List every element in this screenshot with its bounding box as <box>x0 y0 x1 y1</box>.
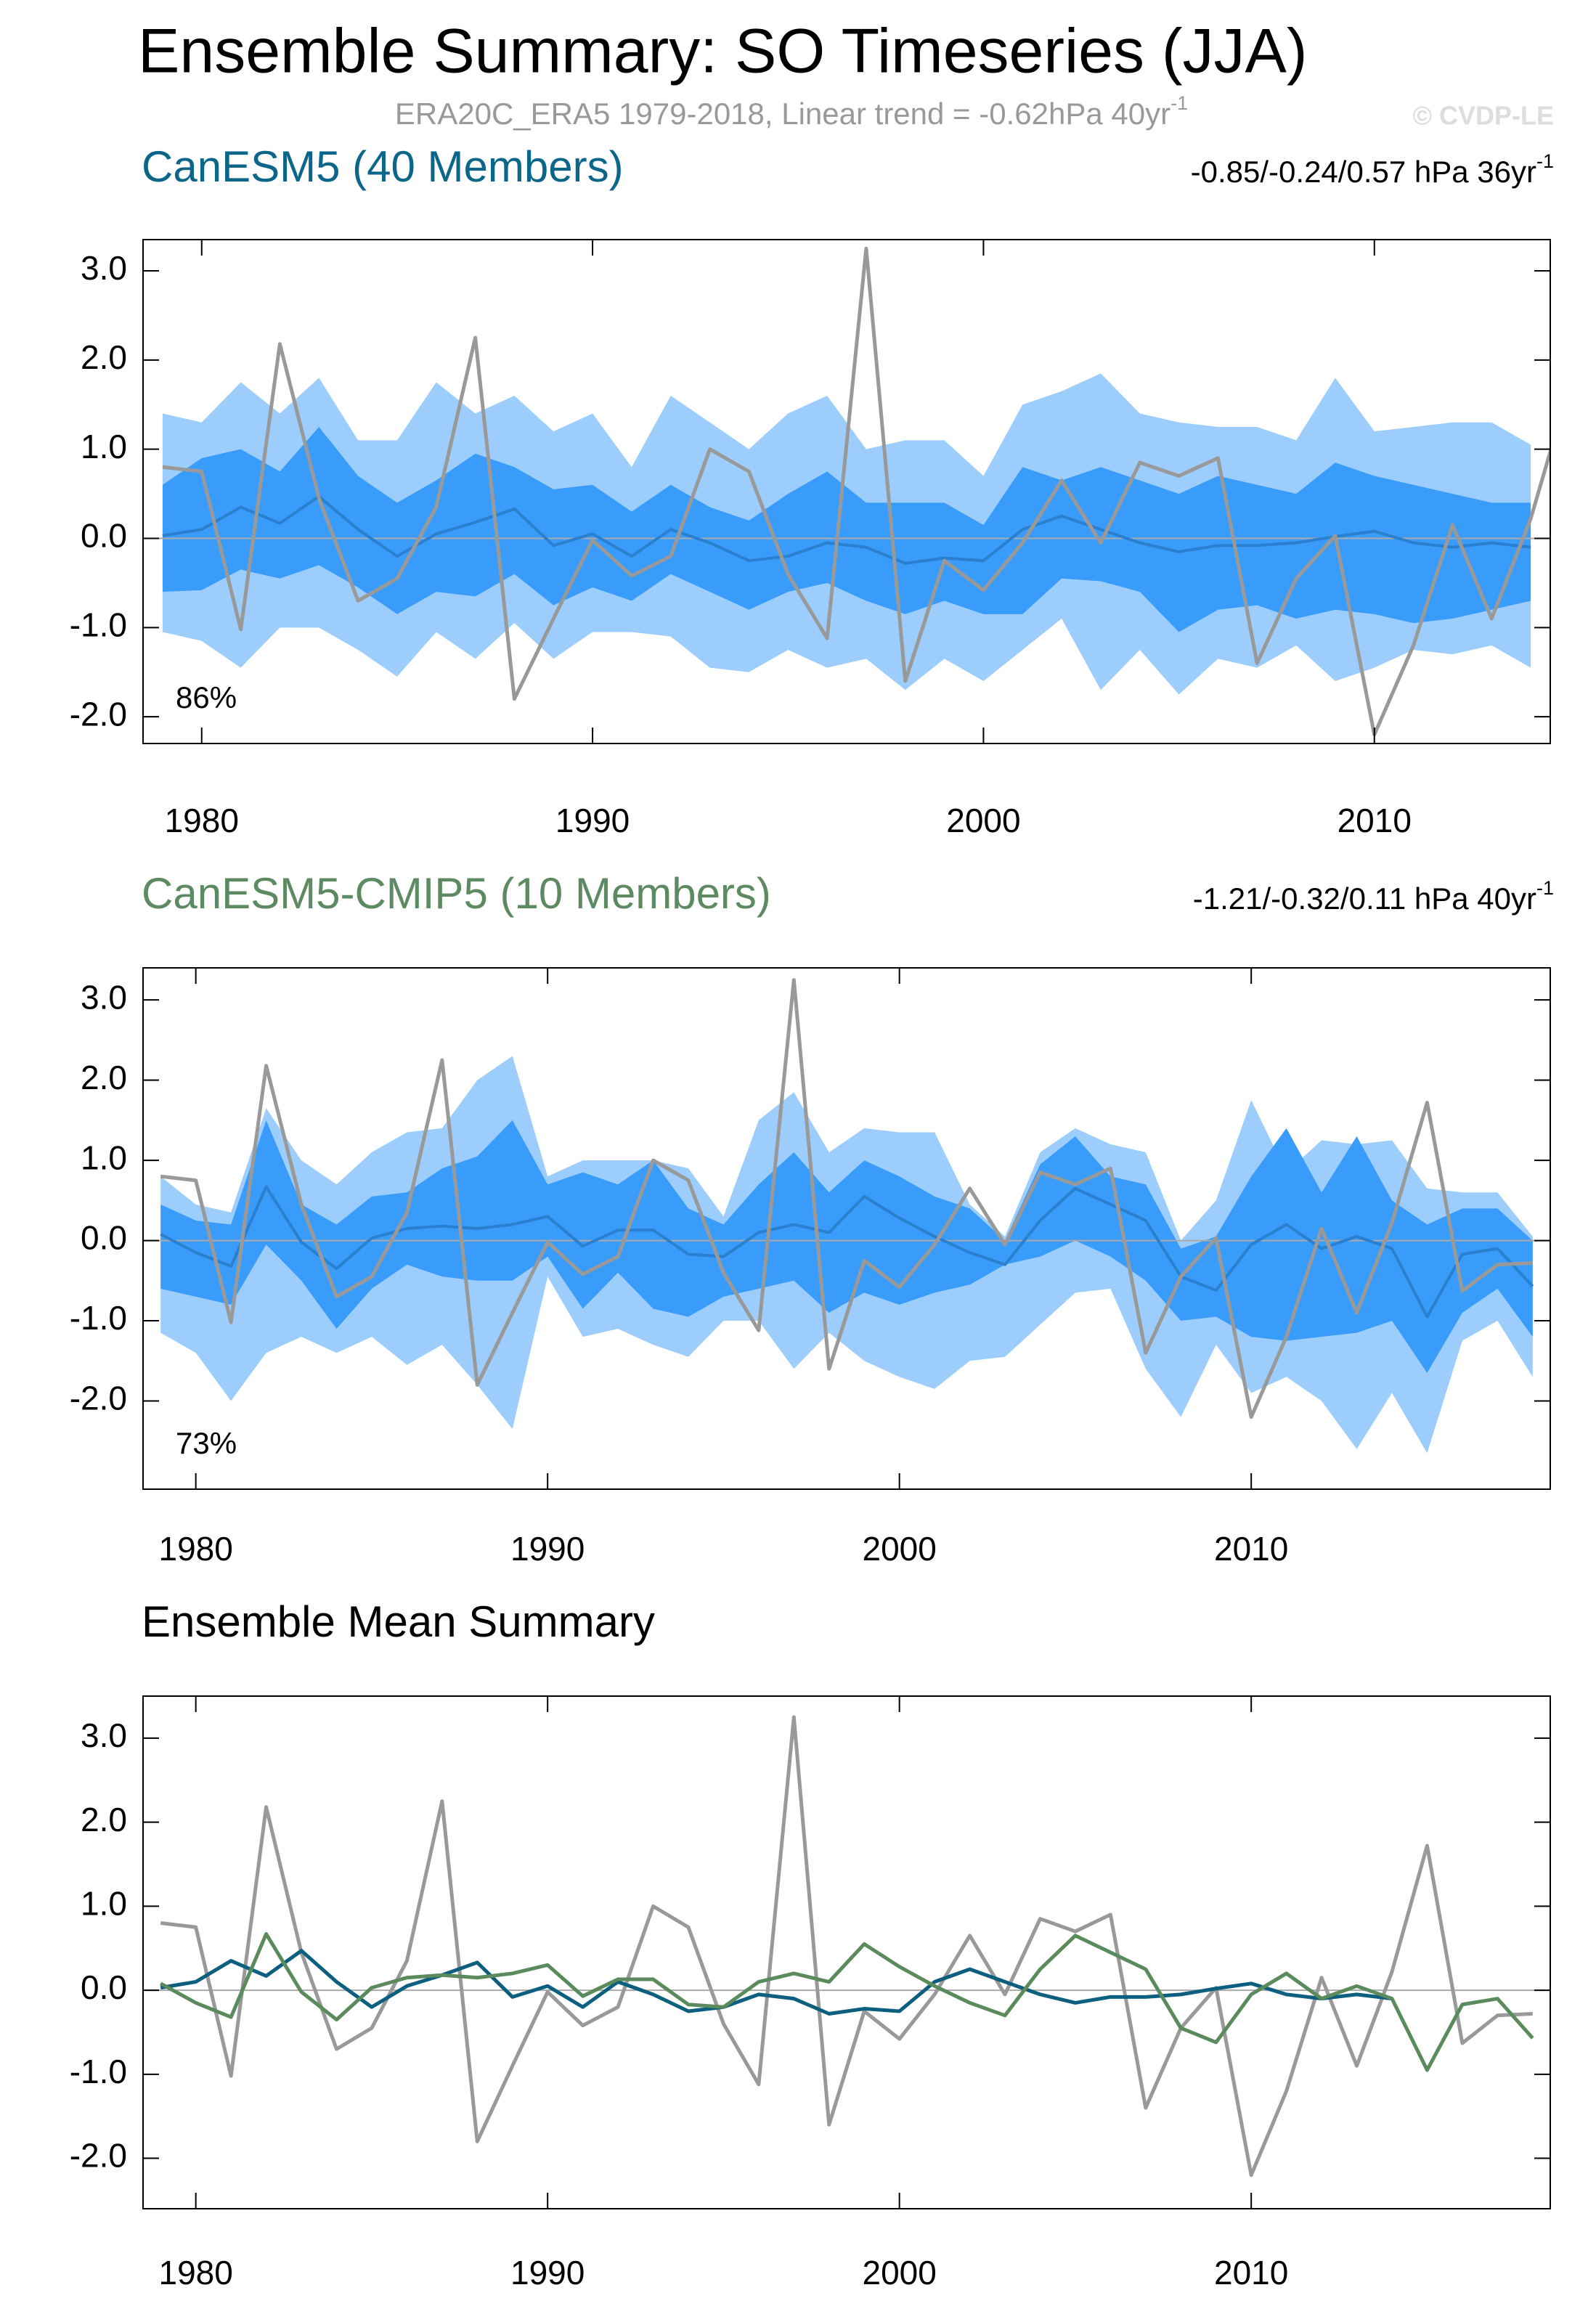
y-tick-label: 0.0 <box>81 1219 127 1257</box>
y-tick-label: 0.0 <box>81 517 127 555</box>
plot-frame <box>142 1695 1551 2209</box>
y-tick-label: 2.0 <box>81 1801 127 1838</box>
x-tick-label: 2000 <box>863 2254 937 2291</box>
credit: © CVDP-LE <box>1412 101 1554 131</box>
spread-band <box>160 1120 1533 1373</box>
y-tick-label: 3.0 <box>81 1716 127 1754</box>
trend-superscript: -1 <box>1536 150 1554 172</box>
series-line <box>160 1715 1533 2177</box>
panel-title: CanESM5-CMIP5 (10 Members) <box>142 869 771 918</box>
y-tick-label: -1.0 <box>70 606 127 643</box>
series-line <box>160 1932 1534 2072</box>
x-tick-label: 2000 <box>946 802 1020 839</box>
x-tick-label: 1990 <box>510 1530 585 1568</box>
plot-area <box>143 978 1550 1454</box>
subtitle-text: ERA20C_ERA5 1979-2018, Linear trend = -0… <box>395 97 1170 131</box>
x-tick-label: 1980 <box>159 1530 233 1568</box>
y-tick-label: 2.0 <box>81 338 127 376</box>
annotation: 73% <box>176 1426 237 1460</box>
plot-frame <box>142 967 1551 1490</box>
trend-text: -1.21/-0.32/0.11 hPa 40yr <box>1193 881 1536 916</box>
subtitle-superscript: -1 <box>1170 92 1188 114</box>
x-tick-label: 1990 <box>555 802 630 839</box>
y-tick-label: 1.0 <box>81 1885 127 1923</box>
trend-label: -1.21/-0.32/0.11 hPa 40yr-1 <box>1193 877 1554 916</box>
y-tick-label: 0.0 <box>81 1968 127 2006</box>
series-line <box>160 1949 1393 2016</box>
y-tick-label: 3.0 <box>81 249 127 287</box>
x-tick-label: 1980 <box>159 2254 233 2291</box>
y-tick-label: 2.0 <box>81 1059 127 1096</box>
trend-superscript: -1 <box>1536 877 1554 899</box>
y-tick-label: -2.0 <box>70 2137 127 2175</box>
y-tick-label: 3.0 <box>81 978 127 1016</box>
y-tick-label: -1.0 <box>70 1299 127 1337</box>
trend-text: -0.85/-0.24/0.57 hPa 36yr <box>1191 155 1536 189</box>
trend-label: -0.85/-0.24/0.57 hPa 36yr-1 <box>1191 150 1554 189</box>
panel-title: Ensemble Mean Summary <box>142 1597 655 1646</box>
series-line <box>160 1185 1534 1319</box>
y-tick-label: 1.0 <box>81 428 127 465</box>
y-tick-label: 1.0 <box>81 1138 127 1176</box>
plot-frame <box>142 239 1551 744</box>
series-line <box>160 978 1533 1419</box>
panel-title: CanESM5 (40 Members) <box>142 142 624 191</box>
x-tick-label: 2010 <box>1214 1530 1288 1568</box>
x-tick-label: 1990 <box>510 2254 585 2291</box>
y-tick-label: -1.0 <box>70 2053 127 2090</box>
y-tick-label: -2.0 <box>70 695 127 733</box>
series-line <box>162 246 1550 737</box>
plot-area <box>143 246 1550 737</box>
subtitle: ERA20C_ERA5 1979-2018, Linear trend = -0… <box>395 92 1188 131</box>
figure-title: Ensemble Summary: SO Timeseries (JJA) <box>138 17 1307 86</box>
x-tick-label: 2010 <box>1338 802 1412 839</box>
x-tick-label: 2000 <box>863 1530 937 1568</box>
x-tick-label: 1980 <box>165 802 239 839</box>
plot-area <box>143 1715 1550 2177</box>
x-tick-label: 2010 <box>1214 2254 1288 2291</box>
series-line <box>162 494 1531 565</box>
annotation: 86% <box>176 680 237 714</box>
y-tick-label: -2.0 <box>70 1380 127 1417</box>
spread-band <box>162 426 1531 632</box>
